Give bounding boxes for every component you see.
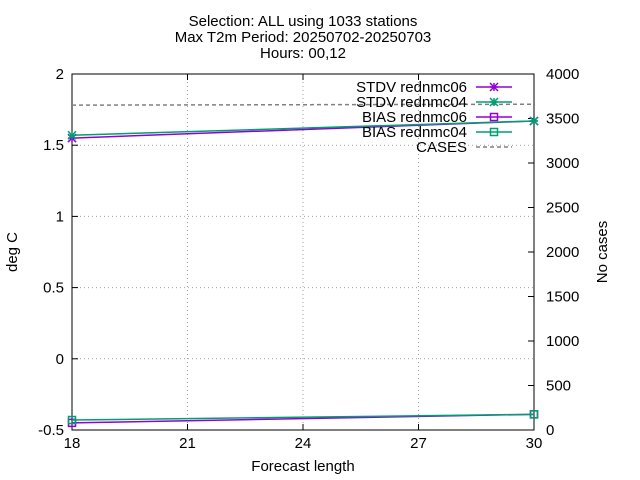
y2-tick-label: 4000: [546, 66, 579, 83]
chart-title-line-2: Max T2m Period: 20250702-20250703: [175, 29, 432, 46]
y2-axis-label: No cases: [594, 221, 611, 284]
axis-ticks: 18 21 24 27 30 -0.5 0 0.5 1 1.5 2 0 500 1000 1500 2000 2…: [38, 66, 579, 452]
legend-label-3: BIAS rednmc04: [362, 124, 467, 141]
y2-tick-label: 1500: [546, 289, 579, 306]
chart-title: Selection: ALL using 1033 stations Max T…: [175, 13, 432, 62]
y2-tick-label: 2500: [546, 200, 579, 217]
y-tick-label: 1: [56, 208, 64, 225]
y-tick-label: 0.5: [43, 280, 64, 297]
legend-label-2: BIAS rednmc06: [362, 109, 467, 126]
data-point-3-1-box: [529, 410, 539, 419]
legend-label-1: STDV rednmc04: [356, 94, 467, 111]
x-tick-label: 30: [526, 435, 543, 452]
y2-tick-label: 1000: [546, 333, 579, 350]
chart-title-line-1: Selection: ALL using 1033 stations: [189, 13, 418, 30]
y-tick-label: -0.5: [38, 422, 64, 439]
legend-marker-1: [489, 97, 499, 107]
x-tick-label: 18: [64, 435, 81, 452]
y2-tick-label: 3500: [546, 111, 579, 128]
legend-marker-3: [489, 127, 499, 137]
legend-marker-2-box: [489, 112, 499, 122]
legend-label-0: STDV rednmc06: [356, 79, 467, 96]
y2-tick-label: 2000: [546, 244, 579, 261]
x-tick-label: 24: [295, 435, 312, 452]
legend-marker-3-box: [489, 127, 499, 137]
grid: [72, 74, 534, 430]
x-tick-label: 21: [179, 435, 196, 452]
data-point-3-0-box: [67, 415, 77, 425]
data-point-1-0: [67, 130, 77, 140]
x-tick-label: 27: [410, 435, 427, 452]
data-point-1-1: [529, 116, 539, 126]
series-line-3: [71, 413, 535, 421]
data-point-3-0: [67, 415, 77, 425]
y-tick-label: 0: [56, 351, 64, 368]
y-axis-label: deg C: [4, 232, 21, 272]
data-point-3-1: [529, 410, 539, 419]
y2-tick-label: 0: [546, 422, 554, 439]
series-line-4: [71, 103, 535, 106]
y2-tick-label: 500: [546, 378, 571, 395]
legend-marker-2: [489, 112, 499, 122]
chart-title-line-3: Hours: 00,12: [260, 45, 346, 62]
x-axis-label: Forecast length: [251, 458, 354, 475]
legend-label-4: CASES: [416, 139, 467, 156]
legend-marker-0: [489, 82, 499, 92]
series-line-1: [71, 120, 535, 136]
y-tick-label: 2: [56, 66, 64, 83]
y-tick-label: 1.5: [43, 137, 64, 154]
y2-tick-label: 3000: [546, 155, 579, 172]
series-group: [67, 103, 539, 428]
